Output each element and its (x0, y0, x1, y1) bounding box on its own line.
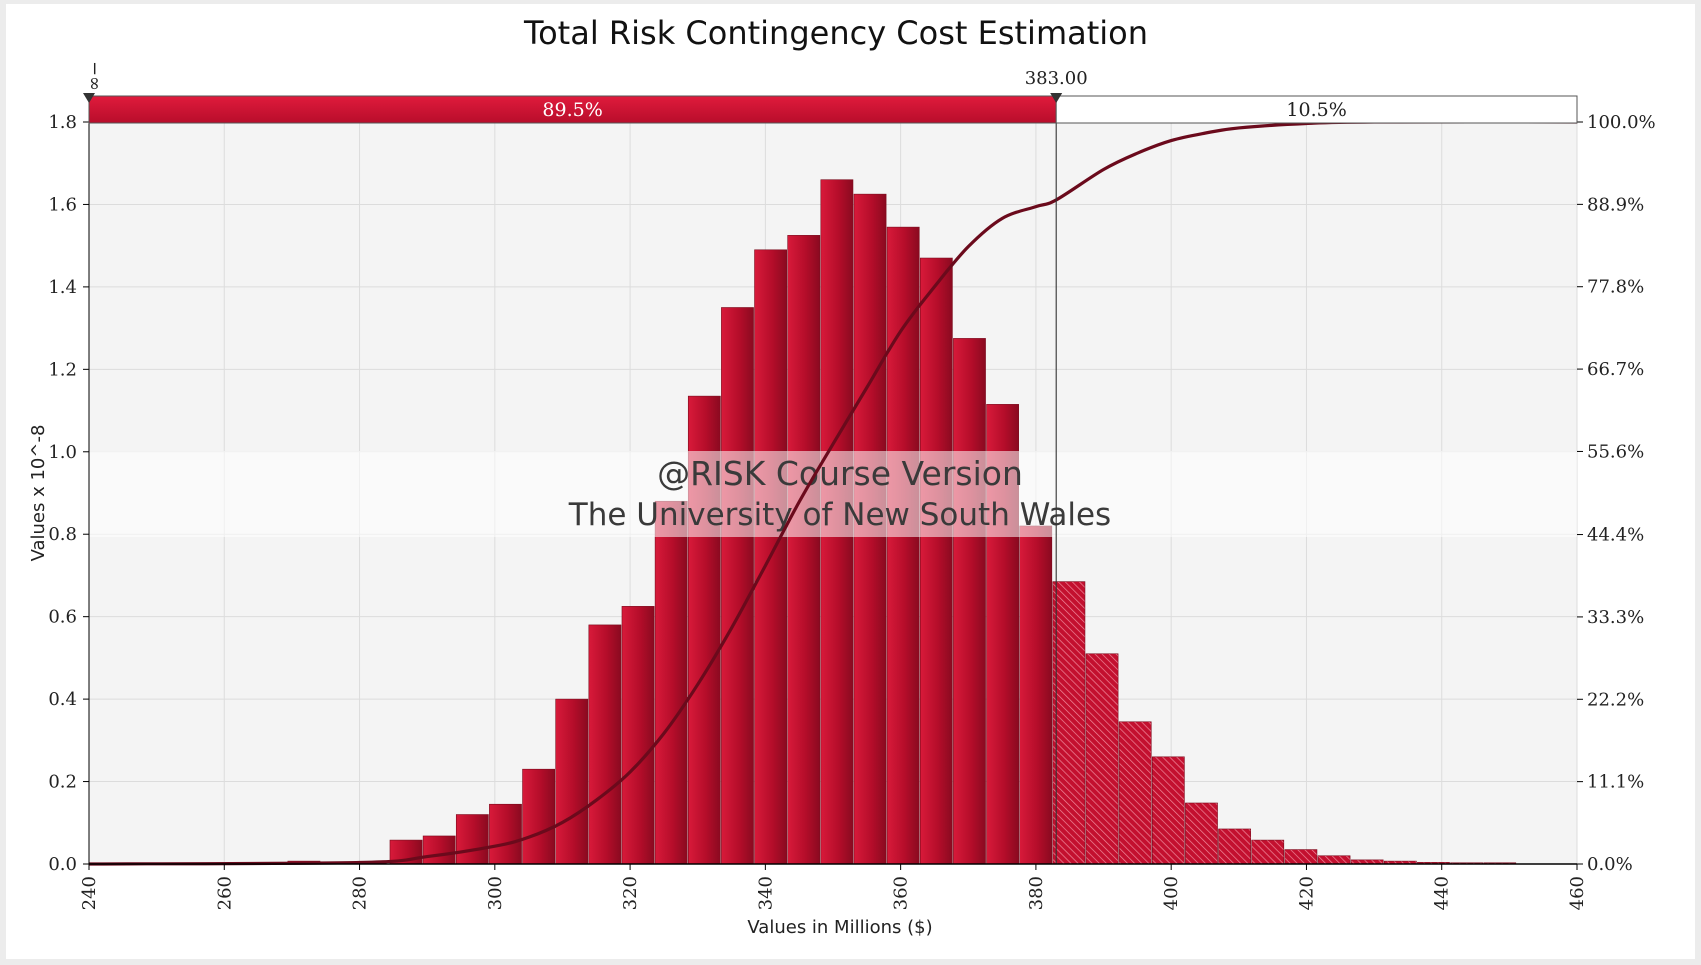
x-tick-label: 280 (350, 876, 371, 910)
right-marker-icon[interactable] (1050, 93, 1063, 103)
histogram-bar (1317, 855, 1351, 865)
y2-tick-label: 100.0% (1587, 112, 1656, 133)
x-tick-label: 400 (1161, 876, 1182, 910)
x-axis-label: Values in Millions ($) (747, 917, 932, 938)
x-axis-ticks: 240 260 280 300 320 340 360 380 400 420 440 460 (79, 864, 1588, 910)
histogram-bar (1185, 802, 1218, 865)
histogram-bar (1151, 756, 1185, 865)
histogram-bar (555, 698, 589, 865)
watermark-line-2: The University of New South Wales (568, 497, 1111, 533)
band-right-percent: 10.5% (1286, 99, 1346, 121)
y-tick-label: 0.2 (48, 772, 77, 793)
x-tick-label: 260 (214, 876, 235, 910)
histogram-bar (1284, 849, 1318, 865)
delimiter-left-value: −∞ (84, 61, 105, 91)
band-left-segment (88, 95, 1057, 124)
y-tick-label: 0.6 (48, 607, 77, 628)
cumulative-curve (88, 120, 1578, 866)
x-tick-label: 380 (1026, 876, 1047, 910)
x-tick-label: 460 (1567, 876, 1588, 910)
y2-tick-label: 55.6% (1587, 441, 1644, 462)
y-tick-label: 0.8 (48, 524, 77, 545)
histogram-bar (1118, 721, 1152, 865)
y-axis-ticks: 0.0 0.2 0.4 0.6 0.8 1.0 1.2 1.4 1.6 1.8 (48, 112, 89, 875)
histogram-bar (654, 500, 688, 865)
y2-tick-label: 88.9% (1587, 194, 1644, 215)
y2-tick-label: 66.7% (1587, 359, 1644, 380)
histogram-bar (621, 606, 655, 865)
cumulative-line (88, 120, 1578, 866)
y-axis-label: Values x 10^-8 (28, 425, 49, 562)
y2-tick-label: 22.2% (1587, 689, 1644, 710)
delimiter-band: 89.5% 10.5% −∞ 383.00 (83, 61, 1578, 124)
histogram-bar (1251, 839, 1285, 865)
histogram-bar (1052, 581, 1086, 865)
y-tick-label: 0.0 (48, 854, 77, 875)
watermark-line-1: @RISK Course Version (657, 454, 1023, 493)
x-tick-label: 300 (485, 876, 506, 910)
y2-axis-ticks: 0.0% 11.1% 22.2% 33.3% 44.4% 55.6% 66.7% 77.8% 8… (1577, 112, 1656, 875)
watermark-band (89, 451, 1577, 537)
band-left-percent: 89.5% (542, 99, 602, 121)
chart: Total Risk Contingency Cost Estimation @… (28, 14, 1656, 938)
y-tick-label: 1.4 (48, 277, 77, 298)
y-tick-label: 1.8 (48, 112, 77, 133)
histogram-bar (919, 257, 953, 865)
band-right-segment (1055, 95, 1578, 124)
x-tick-label: 420 (1296, 876, 1317, 910)
y2-tick-label: 33.3% (1587, 607, 1644, 628)
histogram-bars (88, 179, 1517, 865)
histogram-bar (886, 226, 920, 865)
y-tick-label: 1.6 (48, 194, 77, 215)
y-tick-label: 0.4 (48, 689, 77, 710)
y-tick-label: 1.0 (48, 442, 77, 463)
histogram-bar (1019, 525, 1053, 865)
x-tick-label: 340 (755, 876, 776, 910)
histogram-bar (953, 338, 986, 865)
histogram-bar (422, 835, 456, 865)
delimiter-right-value: 383.00 (1025, 68, 1088, 89)
y2-tick-label: 0.0% (1587, 854, 1633, 875)
histogram-bar (588, 624, 622, 865)
x-tick-label: 240 (79, 876, 100, 910)
histogram-bar (522, 768, 555, 865)
chart-title: Total Risk Contingency Cost Estimation (523, 14, 1148, 52)
x-tick-label: 320 (620, 876, 641, 910)
chart-frame: Total Risk Contingency Cost Estimation @… (6, 4, 1695, 959)
x-tick-label: 360 (891, 876, 912, 910)
left-marker-icon[interactable] (83, 93, 95, 103)
y2-tick-label: 44.4% (1587, 525, 1644, 546)
x-tick-label: 440 (1432, 876, 1453, 910)
histogram-bar (455, 814, 489, 865)
histogram-bar (489, 803, 522, 865)
histogram-bar (787, 235, 821, 865)
histogram-bar (1218, 828, 1251, 865)
y2-tick-label: 77.8% (1587, 277, 1644, 298)
y2-tick-label: 11.1% (1587, 772, 1644, 793)
histogram-bar (1085, 653, 1119, 865)
watermark: @RISK Course Version The University of N… (89, 451, 1577, 537)
histogram-bar (721, 307, 754, 865)
y-tick-label: 1.2 (48, 359, 77, 380)
